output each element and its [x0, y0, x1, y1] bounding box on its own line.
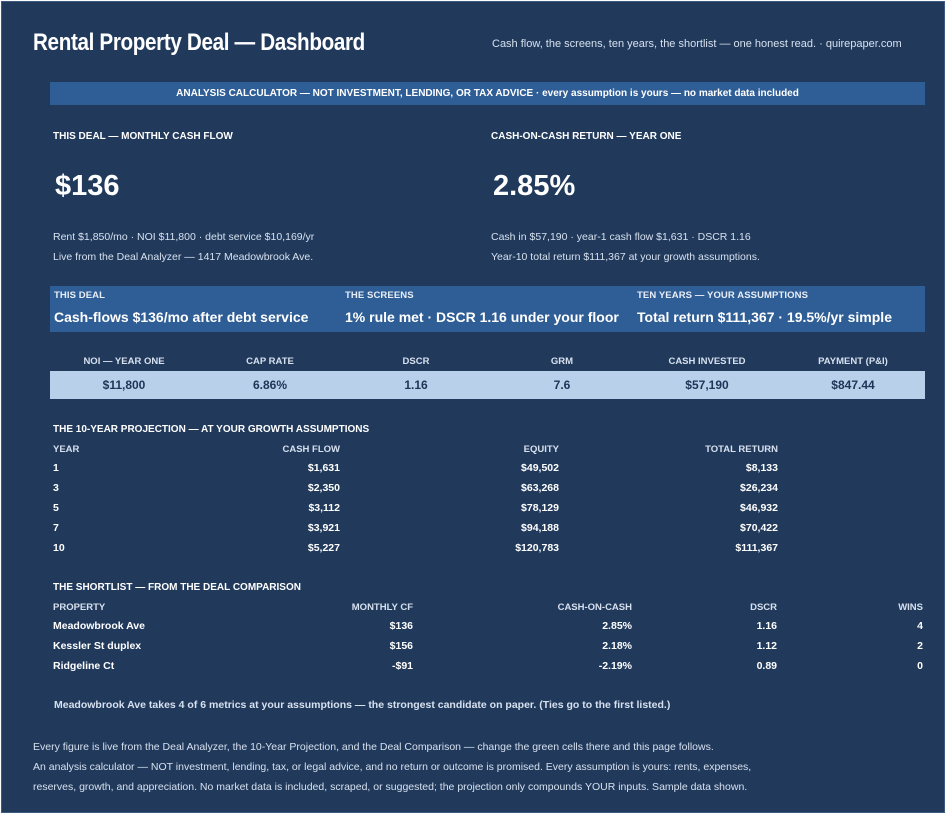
kpi-value-cash-invested: $57,190 — [685, 378, 729, 392]
footer-line-1: Every figure is live from the Deal Analy… — [33, 741, 714, 753]
cash-flow-label: THIS DEAL — MONTHLY CASH FLOW — [53, 131, 233, 142]
projection-equity: $63,268 — [521, 482, 559, 494]
projection-header-cash-flow: CASH FLOW — [282, 444, 340, 455]
coc-value: 2.85% — [493, 170, 576, 202]
projection-cash-flow: $2,350 — [307, 482, 340, 494]
projection-header-year: YEAR — [53, 444, 80, 455]
shortlist-property: Kessler St duplex — [53, 640, 142, 652]
shortlist-wins: 0 — [917, 660, 923, 672]
shortlist-dscr: 0.89 — [756, 660, 777, 672]
shortlist-header-monthly-cf: MONTHLY CF — [351, 602, 413, 613]
projection-year: 5 — [53, 502, 59, 514]
shortlist-header-wins: WINS — [898, 602, 923, 613]
coc-label: CASH-ON-CASH RETURN — YEAR ONE — [491, 131, 682, 142]
shortlist-monthly-cf: -$91 — [391, 660, 413, 672]
cash-flow-value: $136 — [55, 170, 120, 202]
projection-total-return: $70,422 — [740, 522, 778, 534]
shortlist-coc: 2.18% — [602, 640, 632, 652]
verdict-strip: THIS DEAL Cash-flows $136/mo after debt … — [50, 286, 925, 332]
shortlist-dscr: 1.12 — [756, 640, 777, 652]
verdict-value-deal: Cash-flows $136/mo after debt service — [54, 309, 309, 325]
kpi-label-cap-rate: CAP RATE — [246, 356, 294, 367]
projection-equity: $49,502 — [521, 462, 559, 474]
projection-header-total-return: TOTAL RETURN — [705, 444, 778, 455]
projection-cash-flow: $1,631 — [307, 462, 340, 474]
projection-equity: $94,188 — [521, 522, 559, 534]
shortlist-property: Ridgeline Ct — [53, 660, 115, 672]
shortlist-dscr: 1.16 — [756, 620, 777, 632]
shortlist-note: Meadowbrook Ave takes 4 of 6 metrics at … — [54, 699, 671, 711]
kpi-label-cash-invested: CASH INVESTED — [668, 356, 746, 367]
kpi-value-grm: 7.6 — [553, 378, 571, 392]
verdict-value-screens: 1% rule met · DSCR 1.16 under your floor — [345, 309, 619, 325]
projection-cash-flow: $3,921 — [307, 522, 340, 534]
disclaimer-banner: ANALYSIS CALCULATOR — NOT INVESTMENT, LE… — [50, 82, 925, 105]
verdict-label-screens: THE SCREENS — [345, 290, 414, 301]
projection-equity: $78,129 — [521, 502, 559, 514]
page-title: Rental Property Deal — Dashboard — [33, 29, 365, 56]
verdict-label-ten-years: TEN YEARS — YOUR ASSUMPTIONS — [637, 290, 809, 301]
cash-flow-source: Live from the Deal Analyzer — 1417 Meado… — [53, 251, 314, 263]
shortlist-title: THE SHORTLIST — FROM THE DEAL COMPARISON — [53, 582, 301, 593]
shortlist-coc: -2.19% — [598, 660, 632, 672]
kpi-value-noi: $11,800 — [102, 378, 146, 392]
projection-total-return: $8,133 — [745, 462, 778, 474]
projection-total-return: $46,932 — [740, 502, 778, 514]
kpi-label-grm: GRM — [550, 356, 574, 367]
shortlist-monthly-cf: $136 — [389, 620, 413, 632]
kpi-label-payment: PAYMENT (P&I) — [818, 356, 888, 367]
projection-total-return: $111,367 — [735, 542, 778, 554]
tagline: Cash flow, the screens, ten years, the s… — [492, 38, 902, 50]
kpi-value-payment: $847.44 — [831, 378, 875, 392]
kpi-bar — [50, 371, 925, 399]
coc-detail: Cash in $57,190 · year-1 cash flow $1,63… — [491, 231, 751, 243]
kpi-value-dscr: 1.16 — [404, 378, 428, 392]
shortlist-coc: 2.85% — [602, 620, 632, 632]
projection-total-return: $26,234 — [740, 482, 778, 494]
cash-flow-detail: Rent $1,850/mo · NOI $11,800 · debt serv… — [53, 231, 315, 243]
kpi-label-dscr: DSCR — [402, 356, 430, 367]
kpi-value-cap-rate: 6.86% — [252, 378, 288, 392]
shortlist-property: Meadowbrook Ave — [53, 620, 145, 632]
shortlist-monthly-cf: $156 — [389, 640, 413, 652]
projection-year: 7 — [53, 522, 59, 534]
shortlist-header-coc: CASH-ON-CASH — [557, 602, 632, 613]
shortlist-header-dscr: DSCR — [750, 602, 777, 613]
projection-title: THE 10-YEAR PROJECTION — AT YOUR GROWTH … — [53, 424, 370, 435]
projection-cash-flow: $5,227 — [307, 542, 340, 554]
verdict-value-ten-years: Total return $111,367 · 19.5%/yr simple — [637, 309, 892, 325]
verdict-label-deal: THIS DEAL — [54, 290, 106, 301]
shortlist-wins: 4 — [917, 620, 923, 632]
projection-year: 10 — [53, 542, 65, 554]
kpi-label-noi: NOI — YEAR ONE — [83, 356, 165, 367]
projection-year: 3 — [53, 482, 59, 494]
shortlist-wins: 2 — [917, 640, 923, 652]
footer-line-2: An analysis calculator — NOT investment,… — [33, 761, 752, 773]
shortlist-header-property: PROPERTY — [53, 602, 106, 613]
projection-year: 1 — [53, 462, 59, 474]
coc-projection-note: Year-10 total return $111,367 at your gr… — [491, 251, 760, 263]
projection-equity: $120,783 — [515, 542, 559, 554]
footer-line-3: reserves, growth, and appreciation. No m… — [33, 781, 748, 793]
projection-cash-flow: $3,112 — [308, 502, 340, 514]
projection-header-equity: EQUITY — [523, 444, 559, 455]
